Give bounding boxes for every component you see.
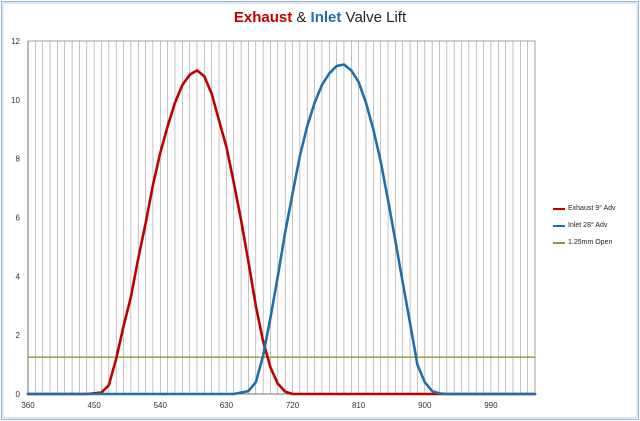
x-tick-label: 630 (220, 401, 234, 410)
y-tick-label: 6 (16, 214, 21, 223)
grid-lines (35, 41, 528, 394)
x-tick-label: 990 (484, 401, 498, 410)
axes (27, 40, 536, 395)
x-tick-label: 810 (352, 401, 366, 410)
legend: Exhaust 9° Adv Inlet 28° Adv 1.25mm Open (553, 200, 638, 251)
legend-swatch-open-threshold (553, 241, 565, 244)
x-tick-label: 360 (21, 401, 35, 410)
legend-swatch-inlet (553, 224, 565, 227)
title-part-ampersand: & (292, 9, 311, 26)
legend-label-open-threshold: 1.25mm Open (568, 239, 613, 246)
legend-label-inlet: Inlet 28° Adv (568, 222, 608, 229)
chart-title: Exhaust & Inlet Valve Lift (0, 9, 640, 26)
x-tick-label: 720 (286, 401, 300, 410)
legend-item-open-threshold: 1.25mm Open (553, 234, 638, 251)
y-tick-label: 12 (11, 37, 20, 46)
title-part-inlet: Inlet (310, 9, 342, 26)
plot-border (27, 40, 536, 395)
legend-swatch-exhaust (553, 207, 565, 210)
legend-label-exhaust: Exhaust 9° Adv (568, 205, 616, 212)
y-tick-label: 8 (16, 155, 21, 164)
legend-item-exhaust: Exhaust 9° Adv (553, 200, 638, 217)
legend-item-inlet: Inlet 28° Adv (553, 217, 638, 234)
y-tick-label: 0 (16, 390, 21, 399)
series-line-inlet (26, 63, 537, 396)
y-tick-label: 2 (16, 331, 21, 340)
y-tick-label: 10 (11, 96, 20, 105)
title-part-exhaust: Exhaust (233, 9, 293, 26)
x-tick-label: 900 (418, 401, 432, 410)
y-tick-label: 4 (16, 272, 21, 281)
series-lines (26, 63, 537, 396)
title-part-valve-lift: Valve Lift (341, 9, 407, 26)
series-line-exhaust (26, 69, 537, 396)
x-tick-label: 540 (154, 401, 168, 410)
x-tick-label: 450 (87, 401, 101, 410)
